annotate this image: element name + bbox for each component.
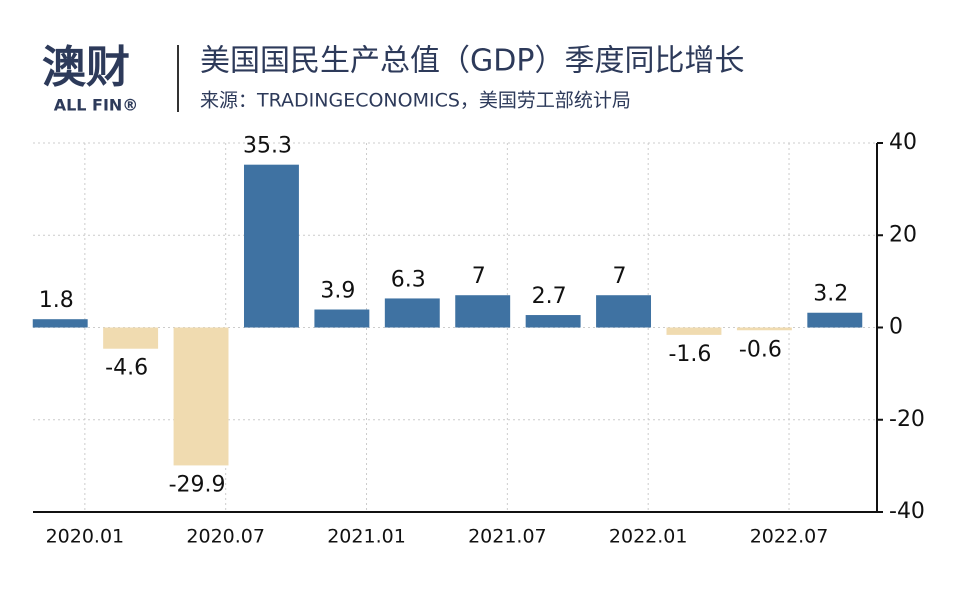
x-tick-label: 2020.07	[186, 526, 265, 548]
bar	[666, 327, 722, 335]
y-tick-label: -20	[889, 407, 925, 432]
y-tick-label: 40	[889, 130, 917, 155]
value-label: 35.3	[243, 134, 292, 159]
value-label: -1.6	[668, 342, 711, 367]
chart-subtitle: 来源：TRADINGECONOMICS，美国劳工部统计局	[200, 90, 631, 112]
bar	[314, 309, 370, 328]
value-label: -29.9	[169, 472, 226, 497]
bar	[596, 295, 652, 328]
brand-sub: ALL FIN®	[54, 96, 139, 115]
bar	[455, 295, 511, 328]
value-label: 7	[472, 264, 486, 289]
x-tick-label: 2021.01	[327, 526, 406, 548]
bar	[243, 164, 299, 328]
value-label: -0.6	[739, 337, 782, 362]
bar	[525, 315, 581, 328]
value-label: 7	[613, 264, 627, 289]
x-tick-label: 2020.01	[46, 526, 125, 548]
bar	[384, 298, 440, 328]
bar	[173, 327, 229, 466]
bar	[103, 327, 159, 349]
x-tick-label: 2021.07	[468, 526, 547, 548]
value-label: -4.6	[105, 356, 148, 381]
value-label: 6.3	[391, 267, 426, 292]
bar	[807, 312, 863, 328]
bar	[32, 319, 88, 328]
x-tick-label: 2022.07	[750, 526, 829, 548]
brand-logo: 澳财	[42, 42, 130, 93]
value-label: 3.9	[320, 279, 355, 304]
y-tick-label: -40	[889, 499, 925, 524]
x-tick-label: 2022.01	[609, 526, 688, 548]
value-label: 2.7	[532, 284, 567, 309]
chart-title: 美国国民生产总值（GDP）季度同比增长	[200, 44, 744, 79]
y-tick-label: 0	[889, 315, 903, 340]
y-tick-label: 20	[889, 222, 917, 247]
value-label: 3.2	[813, 282, 848, 307]
bar	[736, 327, 792, 331]
value-label: 1.8	[39, 288, 74, 313]
